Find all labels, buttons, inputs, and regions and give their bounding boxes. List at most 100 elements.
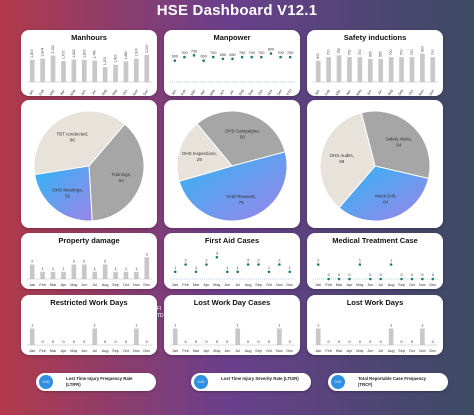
bar — [92, 60, 98, 82]
data-label: 0 — [432, 339, 435, 344]
medical-treatment-case-chart-panel: Medical Treatment Case Jan Feb Mar Apr May Jun… — [307, 233, 443, 289]
slice-label: OHS Inspections, — [182, 151, 217, 156]
bar — [172, 328, 178, 345]
x-tick-label: Apr — [200, 88, 207, 96]
data-label: 0 — [348, 339, 351, 344]
data-label: 800 — [420, 46, 424, 52]
x-tick-label: May — [70, 283, 77, 287]
data-point — [205, 263, 208, 266]
x-tick-label: Feb — [182, 283, 189, 287]
pie-slice — [338, 165, 430, 222]
lost-work-days-chart-panel: Lost Work Days Jan Feb Mar Apr May Jun Jul Aug Se… — [307, 295, 443, 355]
bar — [113, 64, 118, 82]
x-tick-label: Mar — [336, 349, 343, 353]
manpower-chart-panel: Manpower Jan Feb Mar Apr May Jun Jul Aug Sep Oct No… — [164, 30, 300, 96]
data-label: 0 — [328, 273, 330, 277]
x-tick-label: Feb — [182, 349, 189, 353]
data-point — [267, 270, 271, 274]
data-label: 600 — [172, 55, 178, 59]
data-label: 1 — [174, 323, 177, 328]
chart-svg: Jan Feb Mar Apr May Jun Jul Aug Sep Oct Nov Dec 1 0 0 0… — [313, 259, 438, 287]
data-label: 1,400 — [114, 54, 118, 63]
x-tick-label: Jul — [92, 283, 97, 287]
bar — [315, 60, 321, 82]
x-tick-label: Sep — [111, 89, 118, 96]
data-label: 2,200 — [145, 44, 149, 53]
x-tick-label: Mar — [49, 88, 56, 96]
data-label: 0 — [380, 339, 383, 344]
data-label: 0 — [359, 339, 362, 344]
x-tick-label: Nov — [132, 89, 139, 96]
data-label: 2 — [278, 259, 280, 263]
data-label: 0 — [328, 339, 331, 344]
data-label: 700 — [258, 51, 264, 55]
chart-svg: Jan Feb Mar Apr May Jun Jul Aug Sep Oct Nov Dec 1 2 1 2… — [170, 251, 295, 287]
data-label: 700 — [410, 49, 414, 55]
x-tick-label: Dec — [143, 349, 150, 353]
chart-svg: Jan Feb Mar Apr May Jun Jul Aug Sep Oct Nov Dec 1 0 0 0… — [27, 323, 152, 353]
x-tick-label: Nov — [276, 283, 283, 287]
x-tick-label: Feb — [325, 349, 332, 353]
x-tick-label: Jan — [315, 283, 321, 287]
x-tick-label: Dec — [429, 283, 436, 287]
bar — [92, 271, 98, 279]
data-label: 2 — [104, 259, 107, 264]
x-tick-label: Dec — [276, 89, 283, 96]
data-label: 0 — [62, 339, 65, 344]
x-tick-label: Nov — [133, 283, 140, 287]
data-label: 1 — [52, 266, 55, 271]
bar — [61, 61, 66, 82]
data-label: 0 — [289, 339, 292, 344]
x-tick-label: May — [70, 349, 77, 353]
safety-inductions-chart-panel: Safety inductions Jan Feb Mar Apr May Jun Jul Au… — [307, 30, 443, 96]
x-tick-label: May — [356, 349, 363, 353]
x-tick-label: Jun — [224, 349, 230, 353]
bar — [71, 264, 77, 279]
slice-label: 50 — [240, 135, 246, 140]
x-tick-label: Aug — [245, 283, 252, 287]
data-label: 0 — [216, 339, 219, 344]
x-tick-label: Nov — [267, 89, 274, 96]
data-label: 0 — [421, 273, 423, 277]
bar — [315, 328, 321, 345]
pie-slice — [33, 110, 126, 176]
bar — [347, 57, 352, 82]
chart-title: Manhours — [71, 33, 107, 42]
x-tick-label: Aug — [387, 89, 394, 96]
data-label: 0 — [257, 339, 260, 344]
bar — [29, 264, 35, 279]
x-tick-label: Feb — [180, 89, 187, 96]
chart-svg: Jan Feb Mar Apr May Jun Jul Aug Sep Oct Nov Dec 1,80… — [27, 44, 152, 96]
x-tick-label: Apr — [346, 283, 353, 287]
data-point — [215, 255, 219, 259]
x-tick-label: Feb — [39, 283, 46, 287]
bar — [113, 271, 118, 279]
x-tick-label: Oct — [266, 349, 273, 353]
property-damage-chart-panel: Property damage Jan Feb Mar Apr May Jun Jul Aug S… — [21, 233, 157, 289]
x-tick-label: Feb — [325, 283, 332, 287]
x-tick-label: Apr — [346, 349, 353, 353]
data-label: 3 — [146, 251, 149, 256]
data-point — [410, 277, 414, 281]
x-tick-label: Oct — [257, 89, 263, 96]
x-tick-label: Jun — [366, 89, 372, 96]
data-label: 0 — [195, 339, 198, 344]
data-point — [173, 270, 177, 274]
x-tick-label: Aug — [238, 89, 245, 96]
bar — [144, 54, 150, 82]
edge-text-1: FI — [157, 306, 162, 312]
bar — [388, 57, 394, 82]
pie-chart-panel-2: OHS Campaigns, 50 OHS Rewards, 78 OHS Inspec… — [164, 100, 300, 228]
data-point — [368, 277, 372, 281]
x-tick-label: Oct — [409, 349, 416, 353]
x-tick-label: Jul — [91, 89, 97, 95]
chart-title: Medical Treatment Case — [332, 236, 418, 245]
chart-title: Safety inductions — [343, 33, 407, 42]
slice-label: 86 — [70, 137, 76, 142]
data-point — [327, 277, 330, 281]
x-tick-label: Nov — [133, 349, 140, 353]
edge-text-2: TD — [157, 313, 164, 319]
data-label: 1 — [268, 266, 270, 270]
data-label: 1 — [289, 266, 291, 270]
chart-title: Lost Work Days — [346, 298, 404, 307]
